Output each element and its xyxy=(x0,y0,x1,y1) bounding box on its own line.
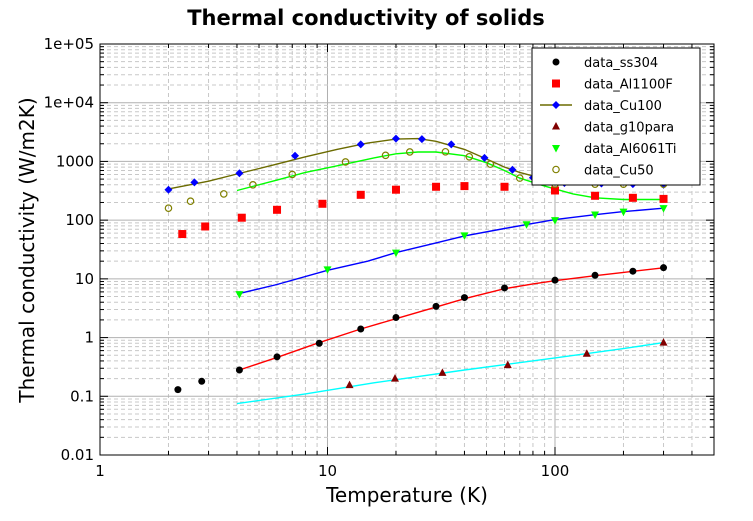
data-point-data_ss304 xyxy=(357,325,365,333)
data-point-data_ss304 xyxy=(551,276,559,284)
data-point-data_ss304 xyxy=(235,366,243,374)
y-tick-label: 100 xyxy=(65,211,94,229)
data-point-data_ss304 xyxy=(315,339,323,347)
x-axis-label: Temperature (K) xyxy=(325,483,488,507)
data-point-data_Al1100F xyxy=(356,190,365,199)
y-tick-label: 1000 xyxy=(56,152,94,170)
data-point-data_Cu50 xyxy=(515,174,524,182)
y-tick-label: 1e+04 xyxy=(44,94,94,112)
data-point-data_ss304 xyxy=(273,353,281,361)
data-point-data_ss304 xyxy=(460,294,468,302)
data-point-data_Cu50 xyxy=(486,160,495,168)
data-point-data_Al1100F xyxy=(273,205,282,214)
data-point-data_Al1100F xyxy=(659,194,668,203)
data-point-data_Al1100F xyxy=(460,182,469,191)
data-point-data_ss304 xyxy=(501,284,509,292)
data-point-data_Cu100 xyxy=(447,140,456,149)
data-point-data_Cu100 xyxy=(356,140,365,149)
data-point-data_Cu50 xyxy=(288,170,297,179)
data-point-data_ss304 xyxy=(591,271,599,279)
data-point-data_Al1100F xyxy=(628,193,637,202)
data-point-data_Al6061Ti xyxy=(391,249,400,258)
fit-line-data_ss304 xyxy=(239,267,664,371)
data-point-data_Al6061Ti xyxy=(619,208,628,217)
x-tick-label: 1 xyxy=(95,462,105,480)
data-point-data_g10para xyxy=(503,360,512,369)
legend-label: data_Al1100F xyxy=(584,78,673,93)
data-point-data_ss304 xyxy=(198,377,206,385)
data-point-data_Al1100F xyxy=(432,182,441,191)
data-point-data_g10para xyxy=(390,374,399,382)
y-tick-label: 0.1 xyxy=(70,387,94,405)
legend-box xyxy=(531,47,701,186)
x-tick-label: 100 xyxy=(541,462,570,480)
data-point-data_Al6061Ti xyxy=(460,232,469,240)
data-point-data_Cu100 xyxy=(235,169,244,178)
legend-label: data_ss304 xyxy=(584,56,658,71)
fit-line-data_g10para xyxy=(236,341,664,405)
data-point-data_Cu100 xyxy=(480,153,489,162)
x-tick-label: 10 xyxy=(318,462,337,480)
data-point-data_Al6061Ti xyxy=(591,211,600,219)
data-point-data_Cu100 xyxy=(164,185,173,194)
data-point-data_Al6061Ti xyxy=(323,266,332,274)
data-point-data_Cu50 xyxy=(405,148,414,156)
data-point-data_Al6061Ti xyxy=(659,205,668,213)
data-point-data_Cu100 xyxy=(417,135,426,144)
data-point-data_Al1100F xyxy=(591,191,600,200)
fit-line-data_Cu50 xyxy=(236,151,664,201)
legend-label: data_g10para xyxy=(584,121,674,136)
data-point-data_Al6061Ti xyxy=(235,291,244,299)
legend-label: data_Cu100 xyxy=(584,99,662,114)
data-point-data_g10para xyxy=(345,380,354,389)
y-tick-label: 1 xyxy=(84,329,94,347)
data-point-data_ss304 xyxy=(392,313,400,321)
legend-marker-data_g10para xyxy=(552,122,560,130)
legend-marker-data_ss304 xyxy=(552,58,560,66)
data-point-data_Al1100F xyxy=(237,213,246,222)
data-point-data_Cu50 xyxy=(186,197,195,206)
data-point-data_Cu100 xyxy=(291,151,300,160)
data-point-data_Al1100F xyxy=(318,199,327,208)
axis-ticks: 1 10 100 0.01 0.1 1 10 100 1000 1e+04 1e+05 xyxy=(44,35,715,480)
data-point-data_Al1100F xyxy=(178,230,187,239)
data-point-data_ss304 xyxy=(432,302,440,310)
data-point-data_Cu50 xyxy=(341,158,350,166)
y-tick-label: 0.01 xyxy=(61,446,94,464)
data-point-data_Cu100 xyxy=(391,134,400,143)
data-point-data_Cu50 xyxy=(465,152,474,161)
legend-marker-data_Al6061Ti xyxy=(552,145,560,153)
legend-label: data_Cu50 xyxy=(584,164,654,179)
data-point-data_Al6061Ti xyxy=(522,221,531,229)
data-point-data_Cu50 xyxy=(219,190,228,198)
data-point-data_Al1100F xyxy=(201,222,210,231)
legend-marker-data_Cu50 xyxy=(552,165,560,174)
data-point-data_g10para xyxy=(582,349,591,357)
data-point-data_Cu100 xyxy=(508,165,517,174)
data-point-data_Cu50 xyxy=(381,151,390,160)
legend: data_ss304 data_Al1100F data_Cu100 data_g10… xyxy=(531,47,701,186)
data-point-data_Al1100F xyxy=(391,185,400,194)
data-point-data_Cu100 xyxy=(190,178,199,187)
data-point-data_ss304 xyxy=(174,386,182,394)
data-point-data_Cu50 xyxy=(164,204,173,212)
y-axis-label: Thermal conductivity (W/m2K) xyxy=(15,97,39,403)
legend-marker-data_Cu100 xyxy=(552,101,560,109)
data-point-data_Al6061Ti xyxy=(550,217,559,225)
data-point-data_Cu50 xyxy=(249,180,257,189)
plot-frame xyxy=(99,43,715,456)
y-tick-label: 10 xyxy=(75,270,94,288)
y-tick-label: 1e+05 xyxy=(44,35,94,53)
legend-marker-data_Al1100F xyxy=(552,79,560,88)
data-point-data_Cu50 xyxy=(441,147,450,156)
data-point-data_ss304 xyxy=(629,267,637,275)
data-point-data_g10para xyxy=(438,368,447,376)
legend-label: data_Al6061Ti xyxy=(584,142,677,157)
data-point-data_Al1100F xyxy=(500,182,509,191)
data-point-data_Al1100F xyxy=(550,186,559,195)
data-point-data_g10para xyxy=(659,338,668,346)
data-point-data_ss304 xyxy=(660,264,668,272)
chart-title: Thermal conductivity of solids xyxy=(187,6,545,30)
